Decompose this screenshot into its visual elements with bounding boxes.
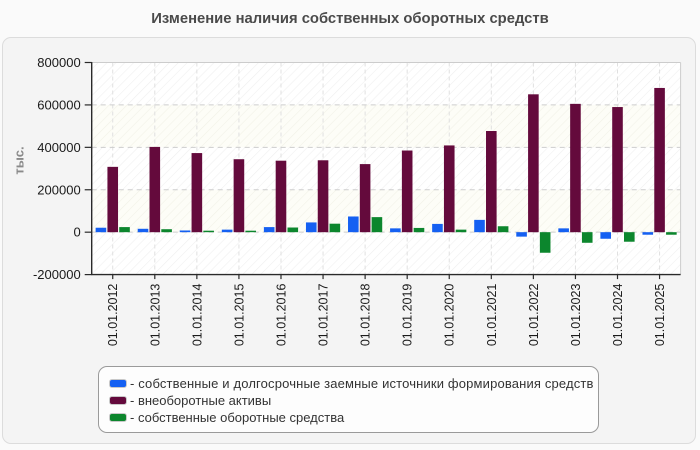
svg-text:01.01.2017: 01.01.2017 [317,284,331,347]
svg-text:200000: 200000 [37,182,80,197]
svg-text:01.01.2013: 01.01.2013 [148,284,162,347]
svg-text:01.01.2024: 01.01.2024 [611,284,625,347]
svg-text:01.01.2016: 01.01.2016 [274,284,288,347]
svg-text:01.01.2019: 01.01.2019 [401,284,415,347]
svg-text:0: 0 [73,225,80,240]
svg-text:01.01.2014: 01.01.2014 [190,284,204,347]
svg-text:01.01.2020: 01.01.2020 [443,284,457,347]
svg-text:01.01.2012: 01.01.2012 [106,284,120,347]
svg-text:01.01.2018: 01.01.2018 [359,284,373,347]
svg-text:400000: 400000 [37,140,80,155]
svg-text:01.01.2023: 01.01.2023 [569,284,583,347]
svg-text:-200000: -200000 [33,267,81,282]
svg-text:01.01.2021: 01.01.2021 [485,284,499,347]
svg-text:800000: 800000 [37,55,80,70]
svg-text:600000: 600000 [37,97,80,112]
svg-text:01.01.2025: 01.01.2025 [653,284,667,347]
svg-text:01.01.2015: 01.01.2015 [232,284,246,347]
svg-text:тыс.: тыс. [11,146,26,174]
svg-text:01.01.2022: 01.01.2022 [527,284,541,347]
